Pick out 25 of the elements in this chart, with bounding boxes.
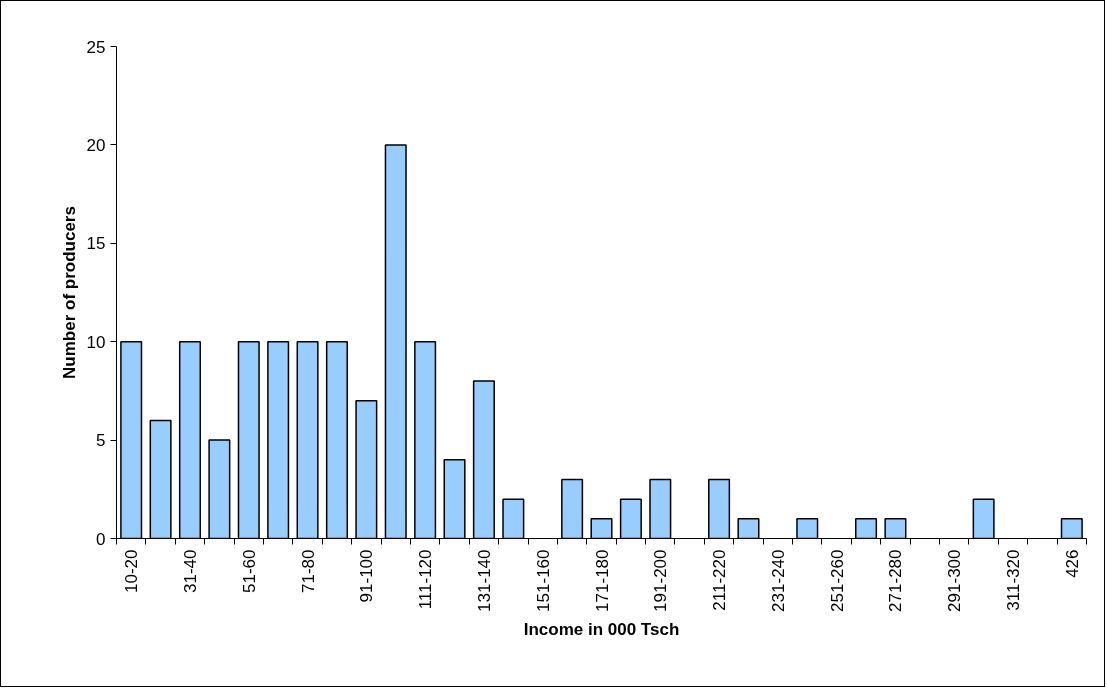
- x-tick-label: 191-200: [651, 549, 671, 612]
- x-tick-label: 111-120: [416, 549, 436, 610]
- y-tick-label: 20: [86, 135, 106, 155]
- x-tick-label: 291-300: [945, 549, 965, 612]
- x-tick-label: 211-220: [710, 549, 730, 611]
- x-tick-label: 426: [1062, 549, 1082, 578]
- x-tick-label: 251-260: [827, 549, 847, 612]
- x-axis-title: Income in 000 Tsch: [523, 619, 680, 639]
- y-tick-label: 15: [86, 234, 106, 254]
- x-tick-label: 271-280: [886, 549, 906, 612]
- y-axis-title: Number of producers: [59, 206, 79, 379]
- y-tick-label: 5: [96, 431, 106, 451]
- x-tick-label: 131-140: [474, 549, 494, 612]
- x-tick-label: 171-180: [592, 549, 612, 612]
- x-tick-label: 51-60: [239, 549, 259, 593]
- y-tick-label: 25: [86, 37, 106, 57]
- x-tick-label: 311-320: [1004, 549, 1024, 611]
- x-tick-label: 91-100: [357, 549, 377, 603]
- y-tick-label: 0: [96, 529, 106, 549]
- x-tick-label: 71-80: [298, 549, 318, 593]
- x-tick-label: 151-160: [533, 549, 553, 612]
- x-tick-label: 31-40: [180, 549, 200, 593]
- x-tick-label: 231-240: [768, 549, 788, 612]
- x-tick-label: 10-20: [122, 549, 142, 593]
- y-tick-label: 10: [86, 332, 106, 352]
